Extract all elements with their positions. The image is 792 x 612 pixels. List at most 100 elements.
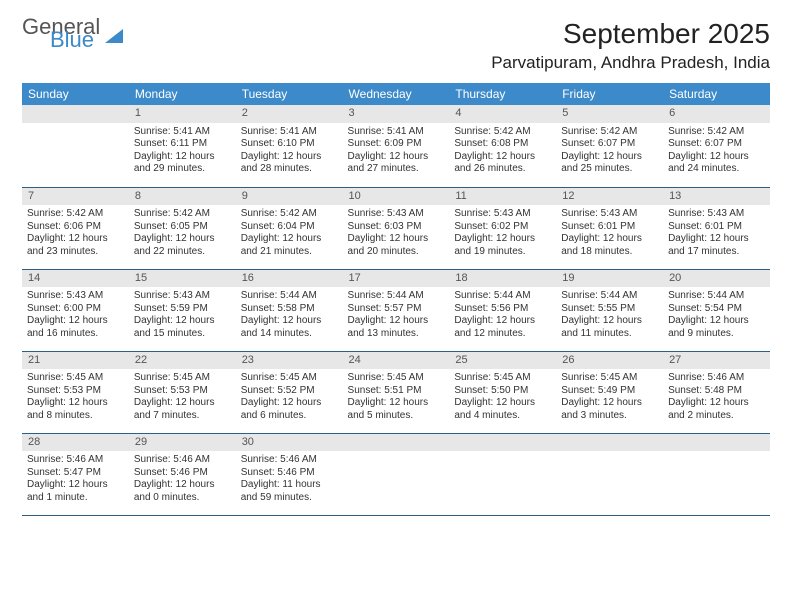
day-number xyxy=(22,105,129,123)
day-body: Sunrise: 5:42 AMSunset: 6:07 PMDaylight:… xyxy=(663,123,770,180)
day-line: Sunrise: 5:44 AM xyxy=(561,290,658,303)
day-line: Sunrise: 5:42 AM xyxy=(241,208,338,221)
day-line: Daylight: 12 hours and 5 minutes. xyxy=(348,397,445,422)
day-number: 29 xyxy=(129,434,236,452)
calendar-week: 21Sunrise: 5:45 AMSunset: 5:53 PMDayligh… xyxy=(22,351,770,433)
day-body: Sunrise: 5:42 AMSunset: 6:05 PMDaylight:… xyxy=(129,205,236,262)
day-body: Sunrise: 5:43 AMSunset: 6:01 PMDaylight:… xyxy=(663,205,770,262)
day-line: Sunrise: 5:41 AM xyxy=(241,126,338,139)
day-number: 30 xyxy=(236,434,343,452)
calendar-day: 27Sunrise: 5:46 AMSunset: 5:48 PMDayligh… xyxy=(663,351,770,433)
day-number: 26 xyxy=(556,352,663,370)
day-body: Sunrise: 5:45 AMSunset: 5:49 PMDaylight:… xyxy=(556,369,663,426)
day-body: Sunrise: 5:41 AMSunset: 6:11 PMDaylight:… xyxy=(129,123,236,180)
day-number: 5 xyxy=(556,105,663,123)
day-number: 6 xyxy=(663,105,770,123)
day-line: Sunrise: 5:42 AM xyxy=(668,126,765,139)
day-body: Sunrise: 5:42 AMSunset: 6:04 PMDaylight:… xyxy=(236,205,343,262)
day-line: Sunset: 5:52 PM xyxy=(241,385,338,398)
day-number: 1 xyxy=(129,105,236,123)
day-line: Sunrise: 5:42 AM xyxy=(454,126,551,139)
calendar-day: 10 Sunrise: 5:43 AMSunset: 6:03 PMDayligh… xyxy=(343,187,450,269)
calendar-body: 1Sunrise: 5:41 AMSunset: 6:11 PMDaylight… xyxy=(22,105,770,515)
calendar-day: 20Sunrise: 5:44 AMSunset: 5:54 PMDayligh… xyxy=(663,269,770,351)
day-line: Daylight: 11 hours and 59 minutes. xyxy=(241,479,338,504)
day-line: Daylight: 12 hours and 15 minutes. xyxy=(134,315,231,340)
day-number: 20 xyxy=(663,270,770,288)
day-number: 25 xyxy=(449,352,556,370)
day-line: Daylight: 12 hours and 0 minutes. xyxy=(134,479,231,504)
day-line: Sunset: 6:09 PM xyxy=(348,138,445,151)
day-line: Sunset: 5:53 PM xyxy=(134,385,231,398)
day-number: 27 xyxy=(663,352,770,370)
day-line: Daylight: 12 hours and 1 minute. xyxy=(27,479,124,504)
weekday-header: Tuesday xyxy=(236,83,343,105)
calendar-day: 14Sunrise: 5:43 AMSunset: 6:00 PMDayligh… xyxy=(22,269,129,351)
day-line: Sunrise: 5:46 AM xyxy=(27,454,124,467)
day-number: 23 xyxy=(236,352,343,370)
day-body: Sunrise: 5:41 AMSunset: 6:09 PMDaylight:… xyxy=(343,123,450,180)
day-line: Daylight: 12 hours and 13 minutes. xyxy=(348,315,445,340)
calendar-day: 15Sunrise: 5:43 AMSunset: 5:59 PMDayligh… xyxy=(129,269,236,351)
day-line: Sunrise: 5:45 AM xyxy=(454,372,551,385)
calendar-day: 6Sunrise: 5:42 AMSunset: 6:07 PMDaylight… xyxy=(663,105,770,187)
day-number: 16 xyxy=(236,270,343,288)
day-number: 13 xyxy=(663,188,770,206)
day-line: Daylight: 12 hours and 3 minutes. xyxy=(561,397,658,422)
day-line: Daylight: 12 hours and 25 minutes. xyxy=(561,151,658,176)
day-line: Sunset: 5:46 PM xyxy=(241,467,338,480)
day-line: Daylight: 12 hours and 18 minutes. xyxy=(561,233,658,258)
day-line: Sunrise: 5:46 AM xyxy=(668,372,765,385)
day-line: Sunrise: 5:45 AM xyxy=(27,372,124,385)
day-body: Sunrise: 5:45 AMSunset: 5:53 PMDaylight:… xyxy=(129,369,236,426)
calendar-day: 19Sunrise: 5:44 AMSunset: 5:55 PMDayligh… xyxy=(556,269,663,351)
calendar-day xyxy=(663,433,770,515)
day-body: Sunrise: 5:44 AMSunset: 5:58 PMDaylight:… xyxy=(236,287,343,344)
day-number: 28 xyxy=(22,434,129,452)
day-body: Sunrise: 5:45 AMSunset: 5:50 PMDaylight:… xyxy=(449,369,556,426)
calendar-day: 1Sunrise: 5:41 AMSunset: 6:11 PMDaylight… xyxy=(129,105,236,187)
brand-logo: General Blue xyxy=(22,18,123,49)
day-number: 22 xyxy=(129,352,236,370)
day-line: Sunset: 6:03 PM xyxy=(348,221,445,234)
day-line: Daylight: 12 hours and 28 minutes. xyxy=(241,151,338,176)
day-line: Sunrise: 5:44 AM xyxy=(454,290,551,303)
day-body: Sunrise: 5:42 AMSunset: 6:08 PMDaylight:… xyxy=(449,123,556,180)
day-line: Daylight: 12 hours and 29 minutes. xyxy=(134,151,231,176)
day-body: Sunrise: 5:44 AMSunset: 5:54 PMDaylight:… xyxy=(663,287,770,344)
day-body: Sunrise: 5:45 AMSunset: 5:51 PMDaylight:… xyxy=(343,369,450,426)
day-line: Sunrise: 5:43 AM xyxy=(561,208,658,221)
day-number: 10 xyxy=(343,188,450,206)
calendar-day: 2Sunrise: 5:41 AMSunset: 6:10 PMDaylight… xyxy=(236,105,343,187)
day-body: Sunrise: 5:43 AMSunset: 6:01 PMDaylight:… xyxy=(556,205,663,262)
day-line: Sunrise: 5:43 AM xyxy=(348,208,445,221)
day-number: 19 xyxy=(556,270,663,288)
day-line: Daylight: 12 hours and 11 minutes. xyxy=(561,315,658,340)
day-body: Sunrise: 5:44 AMSunset: 5:57 PMDaylight:… xyxy=(343,287,450,344)
day-body: Sunrise: 5:46 AMSunset: 5:47 PMDaylight:… xyxy=(22,451,129,508)
brand-part2: Blue xyxy=(50,31,100,50)
day-line: Sunrise: 5:44 AM xyxy=(241,290,338,303)
calendar-day: 26Sunrise: 5:45 AMSunset: 5:49 PMDayligh… xyxy=(556,351,663,433)
day-body: Sunrise: 5:46 AMSunset: 5:46 PMDaylight:… xyxy=(236,451,343,508)
calendar-day xyxy=(22,105,129,187)
day-line: Sunrise: 5:43 AM xyxy=(134,290,231,303)
day-line: Sunset: 6:07 PM xyxy=(561,138,658,151)
day-line: Daylight: 12 hours and 20 minutes. xyxy=(348,233,445,258)
day-number: 15 xyxy=(129,270,236,288)
calendar-day: 9Sunrise: 5:42 AMSunset: 6:04 PMDaylight… xyxy=(236,187,343,269)
calendar-day: 8Sunrise: 5:42 AMSunset: 6:05 PMDaylight… xyxy=(129,187,236,269)
day-number: 2 xyxy=(236,105,343,123)
day-line: Sunset: 5:50 PM xyxy=(454,385,551,398)
day-line: Daylight: 12 hours and 9 minutes. xyxy=(668,315,765,340)
day-number: 17 xyxy=(343,270,450,288)
weekday-header: Friday xyxy=(556,83,663,105)
calendar-day xyxy=(449,433,556,515)
day-line: Sunrise: 5:46 AM xyxy=(241,454,338,467)
header: General Blue September 2025 Parvatipuram… xyxy=(22,18,770,73)
day-body: Sunrise: 5:42 AMSunset: 6:06 PMDaylight:… xyxy=(22,205,129,262)
calendar-day: 13Sunrise: 5:43 AMSunset: 6:01 PMDayligh… xyxy=(663,187,770,269)
day-number xyxy=(449,434,556,452)
day-line: Sunrise: 5:45 AM xyxy=(348,372,445,385)
day-line: Daylight: 12 hours and 6 minutes. xyxy=(241,397,338,422)
